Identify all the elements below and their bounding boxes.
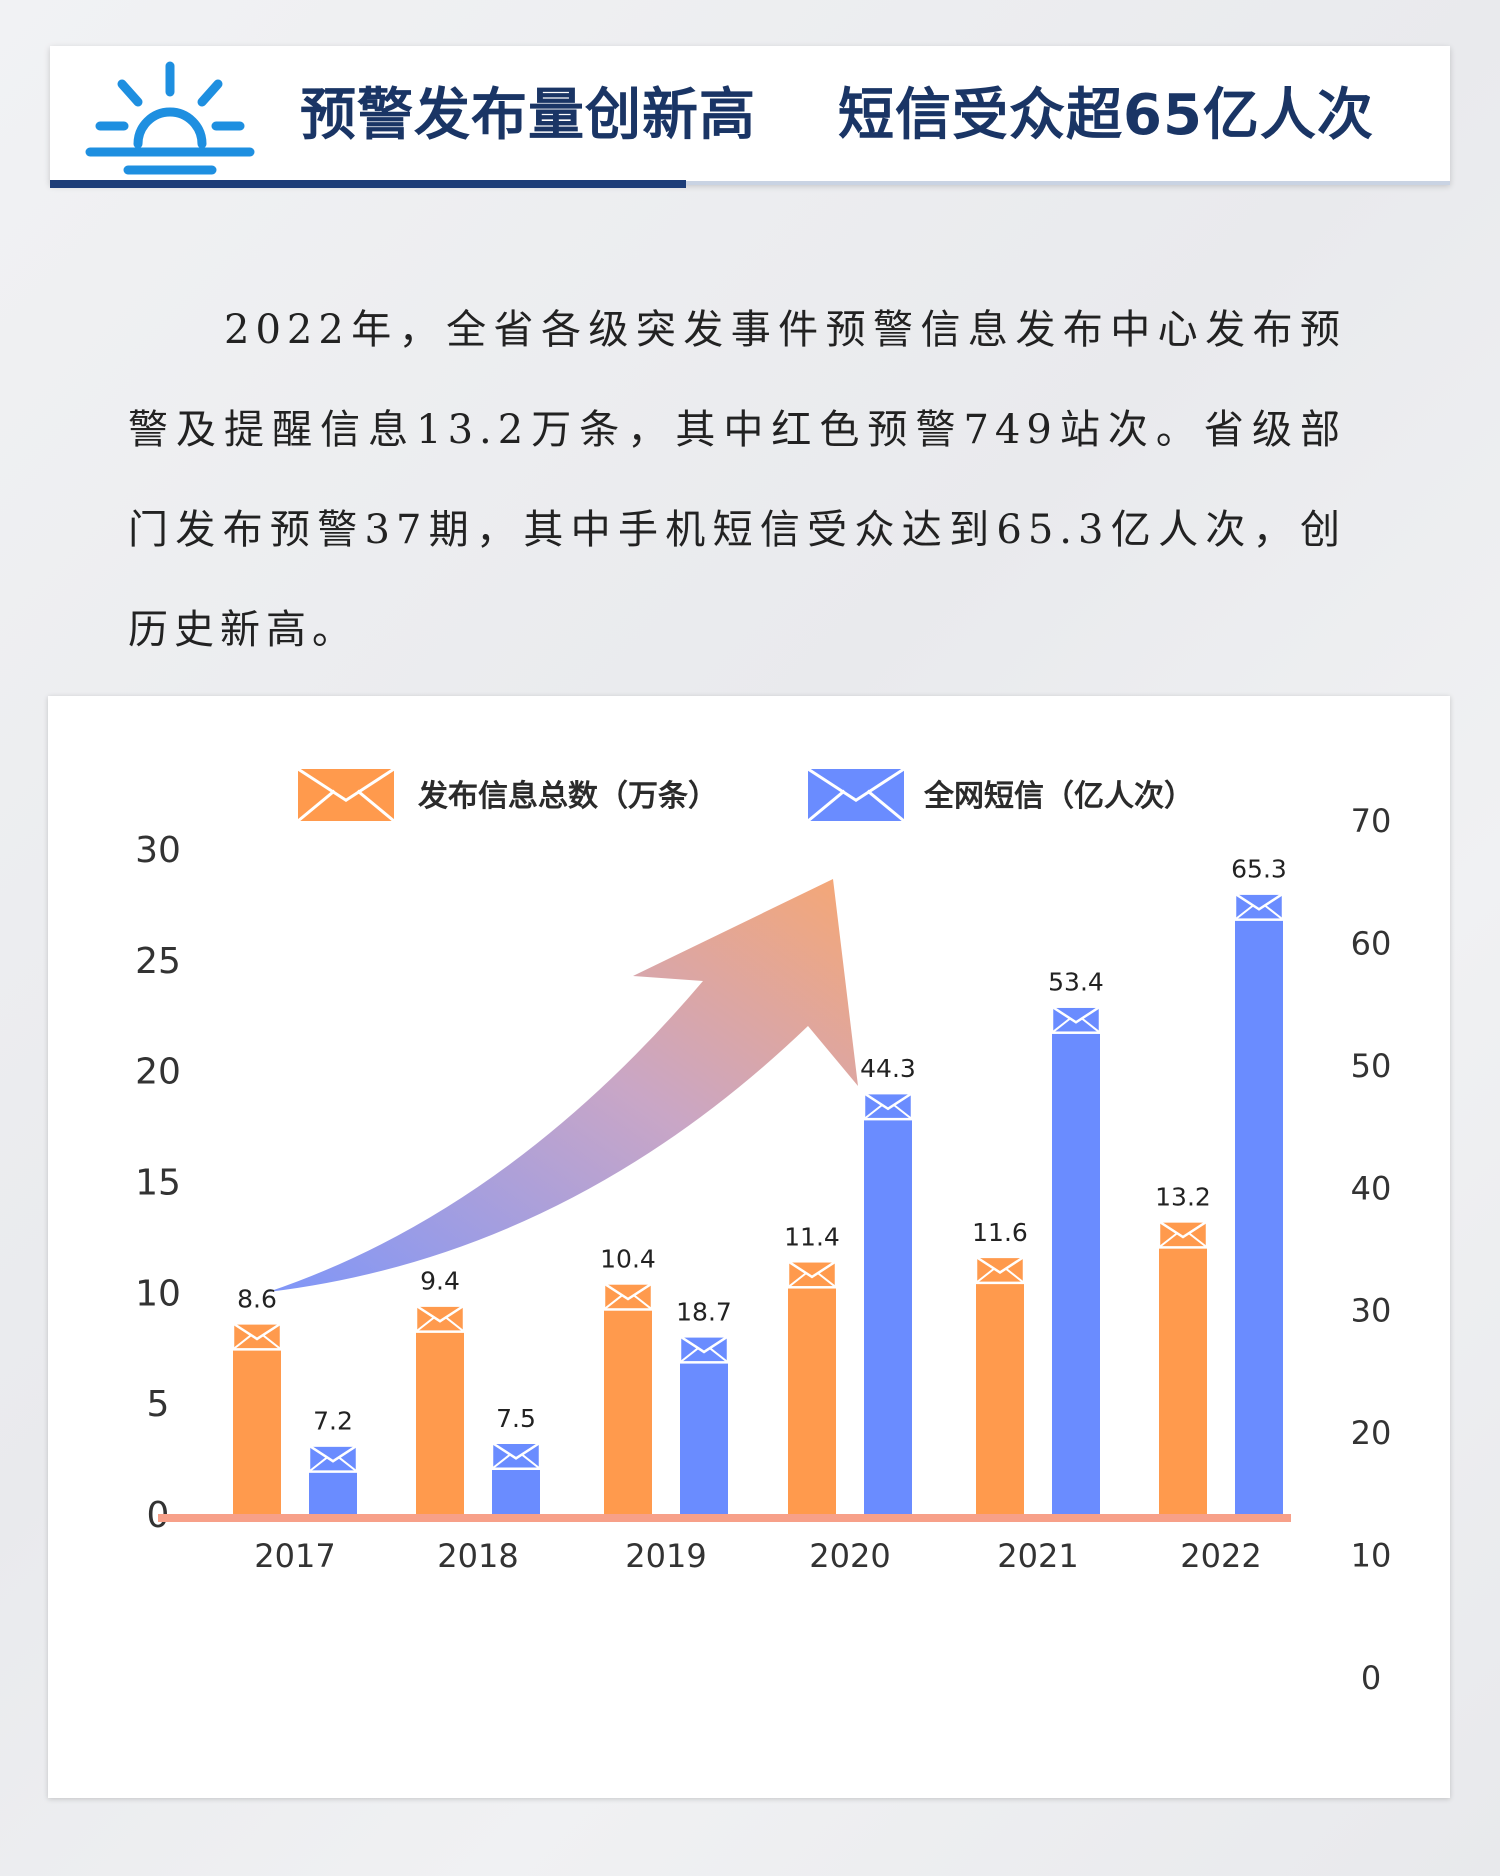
chart-card: 发布信息总数（万条）全网短信（亿人次） 05101520253001020304… xyxy=(48,696,1450,1798)
sunrise-icon xyxy=(85,61,255,175)
bar-sms-2022 xyxy=(1235,893,1283,1514)
data-label: 9.4 xyxy=(420,1267,460,1296)
envelope-icon xyxy=(1050,1005,1102,1034)
y-left-tick: 20 xyxy=(135,1052,181,1093)
y-right-tick: 10 xyxy=(1351,1537,1392,1575)
x-tick-label: 2021 xyxy=(997,1537,1078,1575)
x-axis-baseline xyxy=(158,1514,1291,1522)
bar-info-2018 xyxy=(416,1305,464,1514)
envelope-icon xyxy=(1157,1220,1209,1249)
header-card: 预警发布量创新高 短信受众超65亿人次 xyxy=(50,46,1450,188)
envelope-icon xyxy=(307,1444,359,1473)
y-right-tick: 30 xyxy=(1351,1292,1392,1330)
y-left-tick: 30 xyxy=(135,830,181,871)
y-right-tick: 60 xyxy=(1351,924,1392,962)
bar-info-2021 xyxy=(976,1256,1024,1514)
y-right-tick: 70 xyxy=(1351,802,1392,840)
bar-chart: 发布信息总数（万条）全网短信（亿人次） 05101520253001020304… xyxy=(135,767,1392,1697)
envelope-icon xyxy=(678,1335,730,1364)
data-label: 53.4 xyxy=(1048,968,1104,997)
envelope-icon xyxy=(974,1255,1026,1285)
envelope-icon xyxy=(490,1441,542,1470)
data-label: 10.4 xyxy=(600,1244,656,1273)
x-tick-label: 2018 xyxy=(437,1537,518,1575)
header-underline-light xyxy=(686,181,1450,185)
trend-arrow xyxy=(268,879,858,1292)
bar-info-2017 xyxy=(233,1323,281,1514)
data-label: 7.5 xyxy=(496,1404,536,1433)
envelope-icon xyxy=(807,767,905,823)
envelope-icon xyxy=(1233,892,1285,921)
bar-info-2020 xyxy=(788,1261,836,1514)
y-left-tick: 15 xyxy=(135,1163,181,1204)
legend-item-1: 发布信息总数（万条） xyxy=(297,767,718,823)
header-underline xyxy=(50,180,686,188)
bar-sms-2019 xyxy=(680,1336,728,1514)
bar-sms-2020 xyxy=(864,1093,912,1514)
envelope-icon xyxy=(786,1260,838,1289)
data-label: 18.7 xyxy=(676,1297,732,1326)
data-label: 44.3 xyxy=(860,1054,916,1083)
x-tick-label: 2022 xyxy=(1180,1537,1261,1575)
page-title: 预警发布量创新高 短信受众超65亿人次 xyxy=(300,83,1374,148)
legend-item-2: 全网短信（亿人次） xyxy=(807,767,1194,823)
data-label: 11.6 xyxy=(972,1218,1028,1247)
y-left-tick: 5 xyxy=(147,1384,170,1425)
envelope-icon xyxy=(414,1304,466,1333)
data-label: 7.2 xyxy=(313,1407,353,1436)
data-label: 11.4 xyxy=(784,1222,840,1251)
data-label: 13.2 xyxy=(1155,1182,1211,1211)
y-right-tick: 0 xyxy=(1361,1659,1381,1697)
y-right-tick: 50 xyxy=(1351,1047,1392,1085)
y-left-tick: 10 xyxy=(135,1273,181,1314)
envelope-icon xyxy=(862,1091,914,1121)
legend-label: 全网短信（亿人次） xyxy=(923,779,1194,814)
y-right-tick: 20 xyxy=(1351,1414,1392,1452)
envelope-icon xyxy=(231,1322,283,1351)
bar-info-2019 xyxy=(604,1283,652,1514)
y-right-tick: 40 xyxy=(1351,1169,1392,1207)
envelope-icon xyxy=(602,1282,654,1311)
x-tick-label: 2019 xyxy=(625,1537,706,1575)
legend-label: 发布信息总数（万条） xyxy=(417,779,718,814)
bar-info-2022 xyxy=(1159,1221,1207,1514)
x-tick-label: 2020 xyxy=(809,1537,890,1575)
data-label: 8.6 xyxy=(237,1284,277,1313)
body-paragraph: 2022年，全省各级突发事件预警信息发布中心发布预警及提醒信息13.2万条，其中… xyxy=(128,307,1346,653)
y-left-tick: 25 xyxy=(135,941,181,982)
data-label: 65.3 xyxy=(1231,855,1287,884)
x-tick-label: 2017 xyxy=(254,1537,335,1575)
bar-sms-2021 xyxy=(1052,1006,1100,1514)
envelope-icon xyxy=(297,767,395,823)
